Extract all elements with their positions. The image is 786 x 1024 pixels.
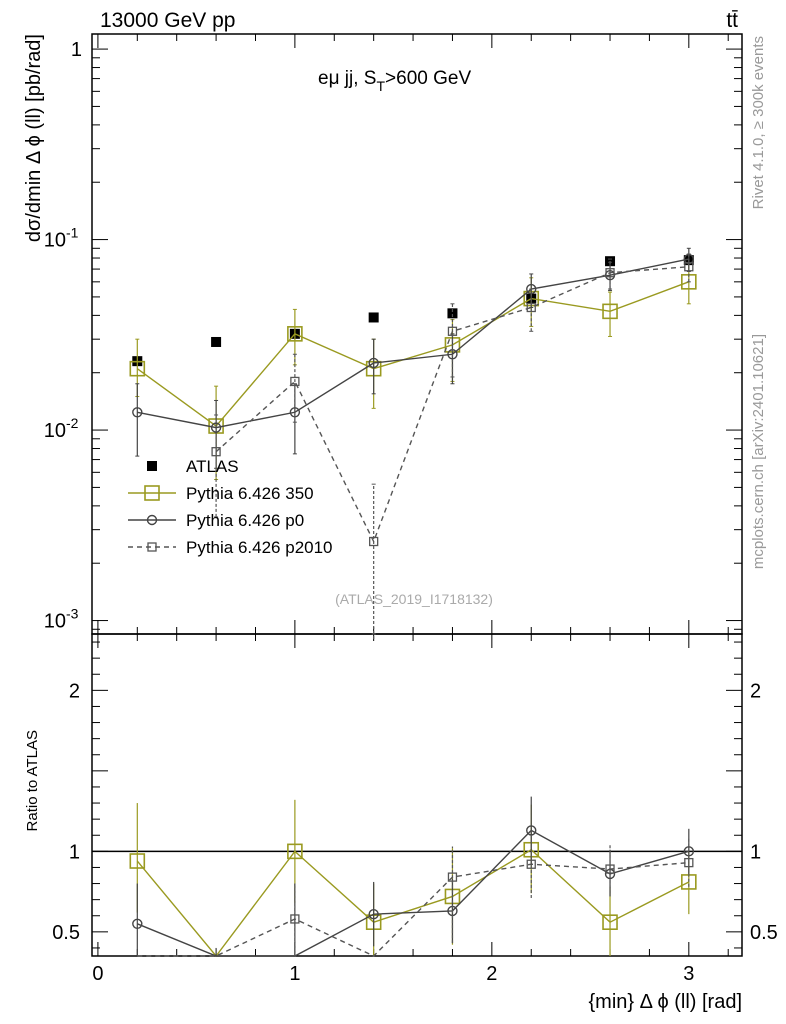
series-line — [136, 281, 690, 427]
y-tick-label: 1 — [71, 39, 82, 61]
chart-title-sub: T — [376, 78, 385, 94]
y-tick-exponent: -1 — [66, 225, 79, 241]
data-point-pythia-p2010 — [447, 326, 458, 336]
legend-item: Pythia 6.426 350 — [128, 484, 314, 503]
data-point-atlas — [447, 308, 458, 319]
ratio-tick-label: 0.5 — [52, 922, 80, 944]
chart-title-tail: >600 GeV — [385, 68, 471, 89]
data-point-pythia-p2010 — [147, 542, 157, 552]
data-point-pythia-350 — [129, 853, 146, 869]
data-point-pythia-p0 — [132, 918, 143, 929]
legend-item: Pythia 6.426 p0 — [128, 511, 304, 530]
chart-title-main: eμ jj, S — [318, 68, 376, 89]
legend-item: Pythia 6.426 p2010 — [128, 538, 333, 557]
data-point-pythia-350 — [602, 303, 618, 320]
data-point-pythia-p2010 — [526, 302, 536, 313]
data-point-pythia-350 — [144, 485, 160, 501]
legend-label: Pythia 6.426 350 — [186, 484, 314, 503]
ratio-tick-label-right: 2 — [750, 680, 761, 702]
ratio-tick-label: 2 — [69, 680, 80, 702]
header-right: tt̄ — [726, 9, 738, 32]
data-point-pythia-350 — [602, 914, 618, 930]
ratio-line — [137, 829, 690, 957]
analysis-watermark: (ATLAS_2019_I1718132) — [335, 591, 493, 607]
data-point-pythia-p0 — [210, 422, 222, 433]
data-point-pythia-p0 — [526, 825, 537, 836]
y-tick-label: 10 — [44, 611, 66, 633]
data-point-pythia-p2010 — [684, 857, 694, 868]
y-axis-label: dσ/dmin Δ ϕ (ll) [pb/rad] — [23, 34, 45, 242]
x-axis-label: {min} Δ ϕ (ll) [rad] — [589, 991, 743, 1013]
x-tick-label: 0 — [92, 963, 103, 985]
data-point-atlas — [211, 336, 222, 347]
series-pythia-6-426-p2010 — [137, 253, 694, 957]
ratio-tick-label-right: 1 — [750, 841, 761, 863]
data-point-pythia-p0 — [368, 908, 379, 920]
legend-label: Pythia 6.426 p2010 — [186, 538, 333, 557]
data-point-atlas — [147, 461, 157, 471]
ratio-line — [136, 848, 690, 958]
y-tick-label: 10 — [44, 230, 66, 252]
data-point-pythia-350 — [287, 326, 303, 342]
header-left: 13000 GeV pp — [100, 9, 235, 32]
series-pythia-6-426-350 — [129, 262, 697, 958]
data-point-pythia-p2010 — [290, 914, 300, 924]
legend-label: Pythia 6.426 p0 — [186, 511, 304, 530]
legend-label: ATLAS — [186, 457, 239, 476]
y-tick-label: 10 — [44, 420, 66, 442]
legend-item: ATLAS — [147, 457, 239, 476]
data-point-pythia-p2010 — [684, 262, 694, 272]
data-point-pythia-p0 — [146, 514, 158, 526]
rivet-label: Rivet 4.1.0, ≥ 300k events — [750, 36, 767, 209]
data-point-pythia-p2010 — [526, 859, 536, 869]
x-tick-label: 3 — [683, 963, 694, 985]
ratio-plot-frame — [91, 633, 743, 957]
data-point-pythia-p2010 — [369, 536, 379, 547]
data-point-pythia-p2010 — [447, 872, 458, 882]
data-point-pythia-350 — [129, 360, 146, 377]
ratio-tick-label-right: 0.5 — [750, 922, 778, 944]
data-point-pythia-p0 — [368, 357, 379, 369]
mcplots-label: mcplots.cern.ch [arXiv:2401.10621] — [750, 334, 767, 569]
x-tick-label: 2 — [486, 963, 497, 985]
y-tick-exponent: -2 — [66, 415, 79, 431]
ratio-tick-label: 1 — [69, 841, 80, 863]
x-tick-label: 1 — [289, 963, 300, 985]
ratio-line — [137, 861, 689, 957]
chart-title: eμ jj, ST>600 GeV — [318, 68, 471, 94]
data-point-pythia-p2010 — [605, 864, 615, 874]
data-point-pythia-p2010 — [605, 268, 615, 278]
series-line — [137, 258, 689, 429]
data-point-pythia-p2010 — [211, 447, 221, 457]
data-point-pythia-350 — [287, 843, 303, 860]
data-point-pythia-p0 — [132, 407, 143, 418]
data-point-atlas — [368, 312, 379, 323]
ratio-y-axis-label: Ratio to ATLAS — [24, 730, 41, 831]
data-point-pythia-p2010 — [290, 376, 300, 387]
y-tick-exponent: -3 — [66, 606, 79, 622]
